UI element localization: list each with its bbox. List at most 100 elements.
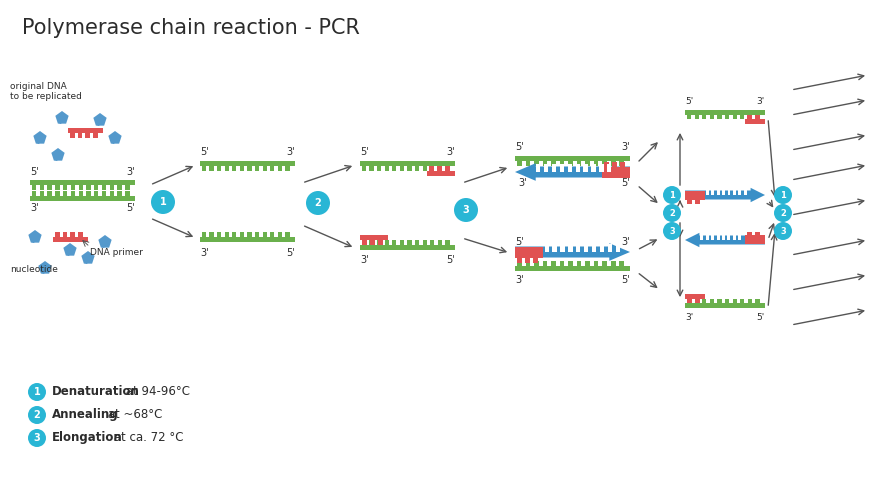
Bar <box>515 246 543 257</box>
Bar <box>532 257 537 263</box>
Bar <box>724 115 729 119</box>
Bar <box>71 189 75 190</box>
Bar <box>248 233 251 238</box>
Bar <box>360 160 455 165</box>
Bar <box>102 189 106 190</box>
Bar <box>285 233 290 238</box>
Bar <box>732 189 735 195</box>
Bar <box>85 132 90 137</box>
Circle shape <box>662 186 680 204</box>
Bar <box>200 160 295 165</box>
Bar <box>705 234 708 240</box>
Circle shape <box>774 186 791 204</box>
Bar <box>232 165 236 171</box>
Bar <box>551 160 555 165</box>
Bar <box>255 233 259 238</box>
Bar <box>591 245 595 252</box>
Circle shape <box>662 204 680 222</box>
Bar <box>55 184 60 189</box>
Bar <box>559 164 564 172</box>
Bar <box>745 119 764 123</box>
Bar <box>591 164 595 172</box>
Bar <box>437 241 442 246</box>
Bar <box>702 299 706 303</box>
Bar <box>702 115 706 119</box>
Bar <box>378 241 382 246</box>
Bar <box>86 189 90 190</box>
Bar <box>47 184 52 189</box>
Text: 5': 5' <box>684 96 693 105</box>
Polygon shape <box>108 131 121 144</box>
Bar <box>62 233 68 238</box>
Text: 5': 5' <box>756 313 764 322</box>
Bar <box>225 233 228 238</box>
Text: 3': 3' <box>517 178 526 188</box>
Text: 5': 5' <box>621 178 630 188</box>
Bar <box>722 189 724 195</box>
Bar <box>544 245 548 252</box>
Bar <box>86 184 90 189</box>
Bar <box>240 165 244 171</box>
Bar <box>40 184 44 189</box>
Bar <box>436 165 442 171</box>
Bar <box>255 165 259 171</box>
Circle shape <box>28 406 46 424</box>
Bar <box>716 115 721 119</box>
Text: 1: 1 <box>779 190 785 199</box>
Bar <box>407 165 411 171</box>
Bar <box>599 245 603 252</box>
Text: 5': 5' <box>515 142 523 152</box>
Bar <box>684 294 704 299</box>
Bar <box>731 115 736 119</box>
Bar <box>32 190 36 195</box>
Bar <box>47 189 52 190</box>
Bar <box>694 115 698 119</box>
Bar <box>360 236 387 241</box>
Text: 3': 3' <box>684 313 693 322</box>
Bar <box>118 190 122 195</box>
Bar <box>583 245 587 252</box>
Text: 5': 5' <box>126 203 135 213</box>
Bar <box>93 132 97 137</box>
Text: 1: 1 <box>33 387 40 397</box>
Bar <box>240 233 244 238</box>
Bar <box>392 165 396 171</box>
Bar <box>217 233 221 238</box>
Bar <box>110 189 114 190</box>
Bar <box>619 160 623 165</box>
Text: 3': 3' <box>360 255 368 265</box>
Bar <box>225 165 228 171</box>
Bar <box>110 190 114 195</box>
Bar <box>414 241 419 246</box>
Bar <box>270 165 274 171</box>
Bar <box>724 299 729 303</box>
Bar <box>399 241 404 246</box>
Bar <box>551 164 556 172</box>
Text: 5': 5' <box>360 147 369 157</box>
Polygon shape <box>98 235 112 247</box>
Text: 3: 3 <box>33 433 40 443</box>
Polygon shape <box>55 111 68 123</box>
Text: Polymerase chain reaction - PCR: Polymerase chain reaction - PCR <box>22 18 359 38</box>
Bar <box>55 189 60 190</box>
Bar <box>585 160 589 165</box>
Bar <box>731 299 736 303</box>
Text: 3': 3' <box>621 142 630 152</box>
Bar <box>63 189 68 190</box>
Text: 2: 2 <box>668 209 674 217</box>
Bar <box>32 189 36 190</box>
Bar <box>437 165 442 171</box>
Text: Annealing: Annealing <box>52 408 119 422</box>
Bar <box>694 299 699 303</box>
Bar <box>575 245 579 252</box>
Text: 3: 3 <box>780 226 785 236</box>
Bar <box>567 260 572 266</box>
Bar <box>217 165 221 171</box>
Bar <box>94 189 98 190</box>
Circle shape <box>774 222 791 240</box>
Bar <box>200 238 295 243</box>
Text: 3: 3 <box>462 205 469 215</box>
Bar <box>567 164 572 172</box>
Bar <box>536 164 540 172</box>
Bar <box>53 238 88 243</box>
